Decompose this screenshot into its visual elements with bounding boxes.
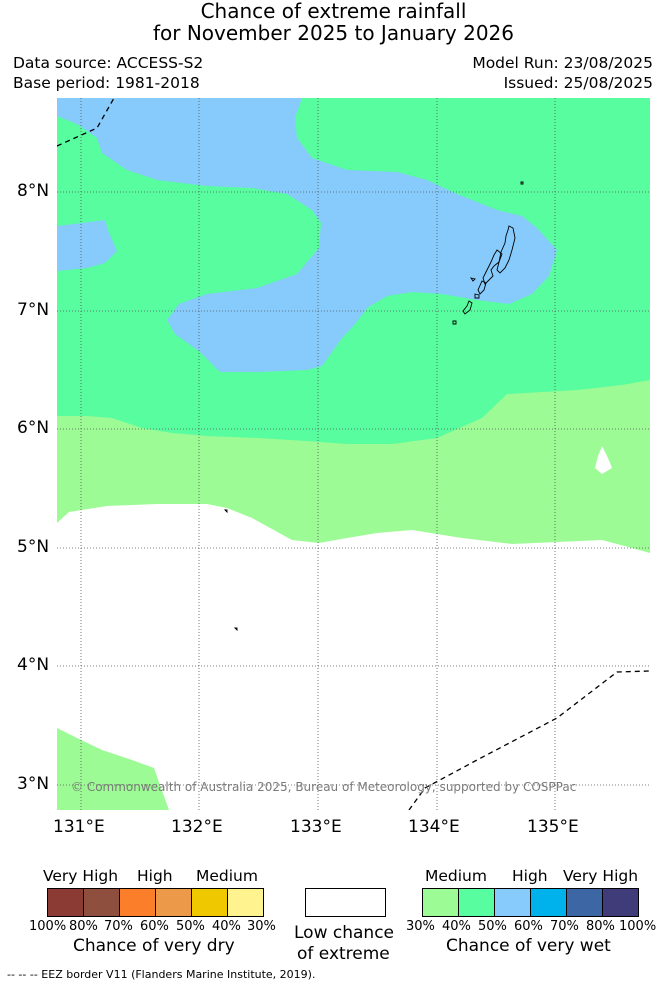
lat-tick-4n: 4°N [17,655,50,675]
wet-legend-medium: Medium [425,867,487,885]
wet-swatch-4 [531,889,567,916]
wet-pct-50: 50% [478,919,507,934]
map-region-30-40-southwest [57,728,169,810]
copyright-notice: © Commonwealth of Australia 2025, Bureau… [71,780,577,794]
dry-pct-50: 50% [176,919,205,934]
dry-legend-medium: Medium [196,867,258,885]
palau-islands [223,181,524,632]
map-region-low-chance-spot [595,446,612,474]
lat-tick-6n: 6°N [17,418,50,438]
lat-tick-5n: 5°N [17,537,50,557]
wet-legend-very-high: Very High [563,867,639,885]
dry-legend-high: High [137,867,173,885]
low-chance-title-line2: of extreme [297,944,390,964]
dry-pct-30: 30% [247,919,276,934]
dry-swatch-5 [192,889,228,916]
lon-tick-131e: 131°E [53,817,105,837]
wet-pct-40: 40% [442,919,471,934]
eez-border-south [408,670,650,810]
dry-swatch-4 [156,889,192,916]
lat-tick-7n: 7°N [17,300,50,320]
map-canvas [57,98,650,810]
wet-legend-swatches [422,888,639,917]
map-region-50-60 [57,98,557,372]
low-chance-title-line1: Low chance [294,923,394,943]
dry-legend-very-high: Very High [43,867,119,885]
eez-border-north [57,98,115,147]
wet-swatch-1 [423,889,459,916]
wet-swatch-6 [603,889,638,916]
dry-pct-80: 80% [69,919,98,934]
wet-pct-30: 30% [406,919,435,934]
map-title-line2: for November 2025 to January 2026 [152,21,515,45]
dry-pct-60: 60% [140,919,169,934]
dry-legend-title: Chance of very dry [73,936,235,956]
lon-tick-135e: 135°E [527,817,579,837]
issued-date: Issued: 25/08/2025 [503,74,653,92]
wet-pct-60: 60% [514,919,543,934]
dry-legend-swatches [47,888,264,917]
map-title-line1: Chance of extreme rainfall [200,0,467,23]
map-region-50-60-west [57,220,117,271]
low-chance-swatch [305,888,386,917]
wet-swatch-3 [495,889,531,916]
data-source: Data source: ACCESS-S2 [13,54,204,72]
dry-swatch-6 [228,889,263,916]
dry-swatch-2 [84,889,120,916]
wet-pct-70: 70% [550,919,579,934]
lon-tick-132e: 132°E [171,817,223,837]
rainfall-map: © Commonwealth of Australia 2025, Bureau… [57,98,650,810]
map-region-low-chance [57,504,650,810]
wet-legend-title: Chance of very wet [446,936,611,956]
wet-swatch-5 [567,889,603,916]
wet-swatch-2 [459,889,495,916]
lat-tick-8n: 8°N [17,181,50,201]
lon-tick-133e: 133°E [290,817,342,837]
base-period: Base period: 1981-2018 [13,74,200,92]
dry-pct-40: 40% [212,919,241,934]
eez-footnote: -- -- -- EEZ border V11 (Flanders Marine… [7,968,316,981]
wet-legend-high: High [512,867,548,885]
dry-swatch-3 [120,889,156,916]
dry-pct-70: 70% [104,919,133,934]
lon-tick-134e: 134°E [408,817,460,837]
dry-pct-100: 100% [29,919,67,934]
lat-tick-3n: 3°N [17,774,50,794]
wet-pct-100: 100% [619,919,657,934]
wet-pct-80: 80% [586,919,615,934]
model-run: Model Run: 23/08/2025 [472,54,653,72]
dry-swatch-1 [48,889,84,916]
